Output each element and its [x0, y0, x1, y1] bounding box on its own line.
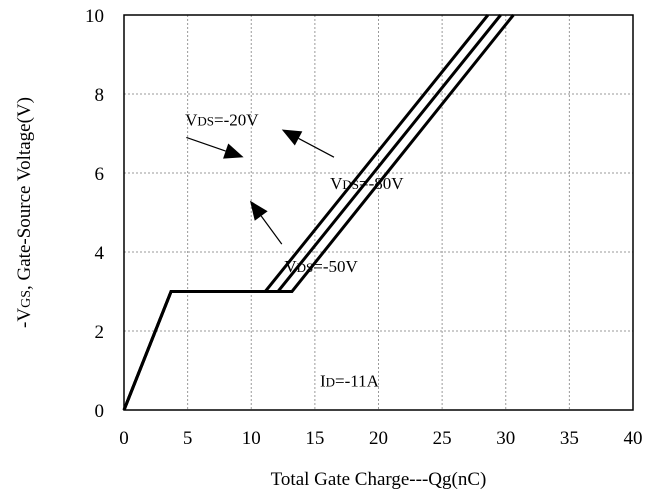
annotation-arrow-head-2: [249, 200, 268, 221]
tick-labels: 0 5 10 15 20 25 30 35 40 0 2 4 6 8 10: [85, 6, 643, 449]
annotation-arrow-head-1: [281, 129, 303, 146]
series-line-1: [122, 14, 502, 411]
y-tick-label: 10: [85, 6, 104, 27]
y-axis-label: -VGS, Gate-Source Voltage(V): [14, 97, 35, 328]
series-line-0: [122, 14, 490, 411]
x-tick-label: 40: [624, 428, 643, 449]
y-tick-label: 0: [95, 401, 105, 422]
x-tick-label: 15: [305, 428, 324, 449]
y-axis-label-prefix: -V: [14, 308, 35, 328]
annotation-arrow-line-0: [186, 136, 226, 152]
annotation-arrow-head-0: [223, 143, 244, 159]
annotations: VDS=-20V VDS=-80V VDS=-50V ID=-11A: [185, 111, 404, 391]
x-tick-label: 0: [119, 428, 129, 449]
x-tick-label: 10: [242, 428, 261, 449]
annotation-label-1: VDS=-80V: [330, 174, 404, 193]
y-tick-label: 8: [95, 85, 105, 106]
x-tick-label: 25: [433, 428, 452, 449]
x-tick-label: 35: [560, 428, 579, 449]
y-tick-label: 4: [95, 243, 105, 264]
x-tick-label: 30: [496, 428, 515, 449]
y-tick-label: 2: [95, 322, 105, 343]
plot-frame: [123, 14, 634, 411]
y-axis-label-sub: GS: [19, 290, 34, 308]
y-axis-label-rest: , Gate-Source Voltage(V): [14, 97, 35, 290]
annotation-label-0: VDS=-20V: [185, 111, 259, 130]
annotation-label-2: VDS=-50V: [284, 257, 358, 276]
x-axis-label: Total Gate Charge---Qg(nC): [271, 469, 487, 490]
series-line-2: [122, 14, 515, 411]
annotation-label-3: ID=-11A: [320, 371, 380, 390]
annotation-arrow-line-2: [260, 215, 283, 245]
x-tick-label: 5: [183, 428, 193, 449]
x-tick-label: 20: [369, 428, 388, 449]
grid-lines: [124, 15, 633, 410]
series-lines: [122, 14, 515, 411]
annotation-arrow-line-1: [298, 137, 335, 158]
y-tick-label: 6: [95, 164, 105, 185]
